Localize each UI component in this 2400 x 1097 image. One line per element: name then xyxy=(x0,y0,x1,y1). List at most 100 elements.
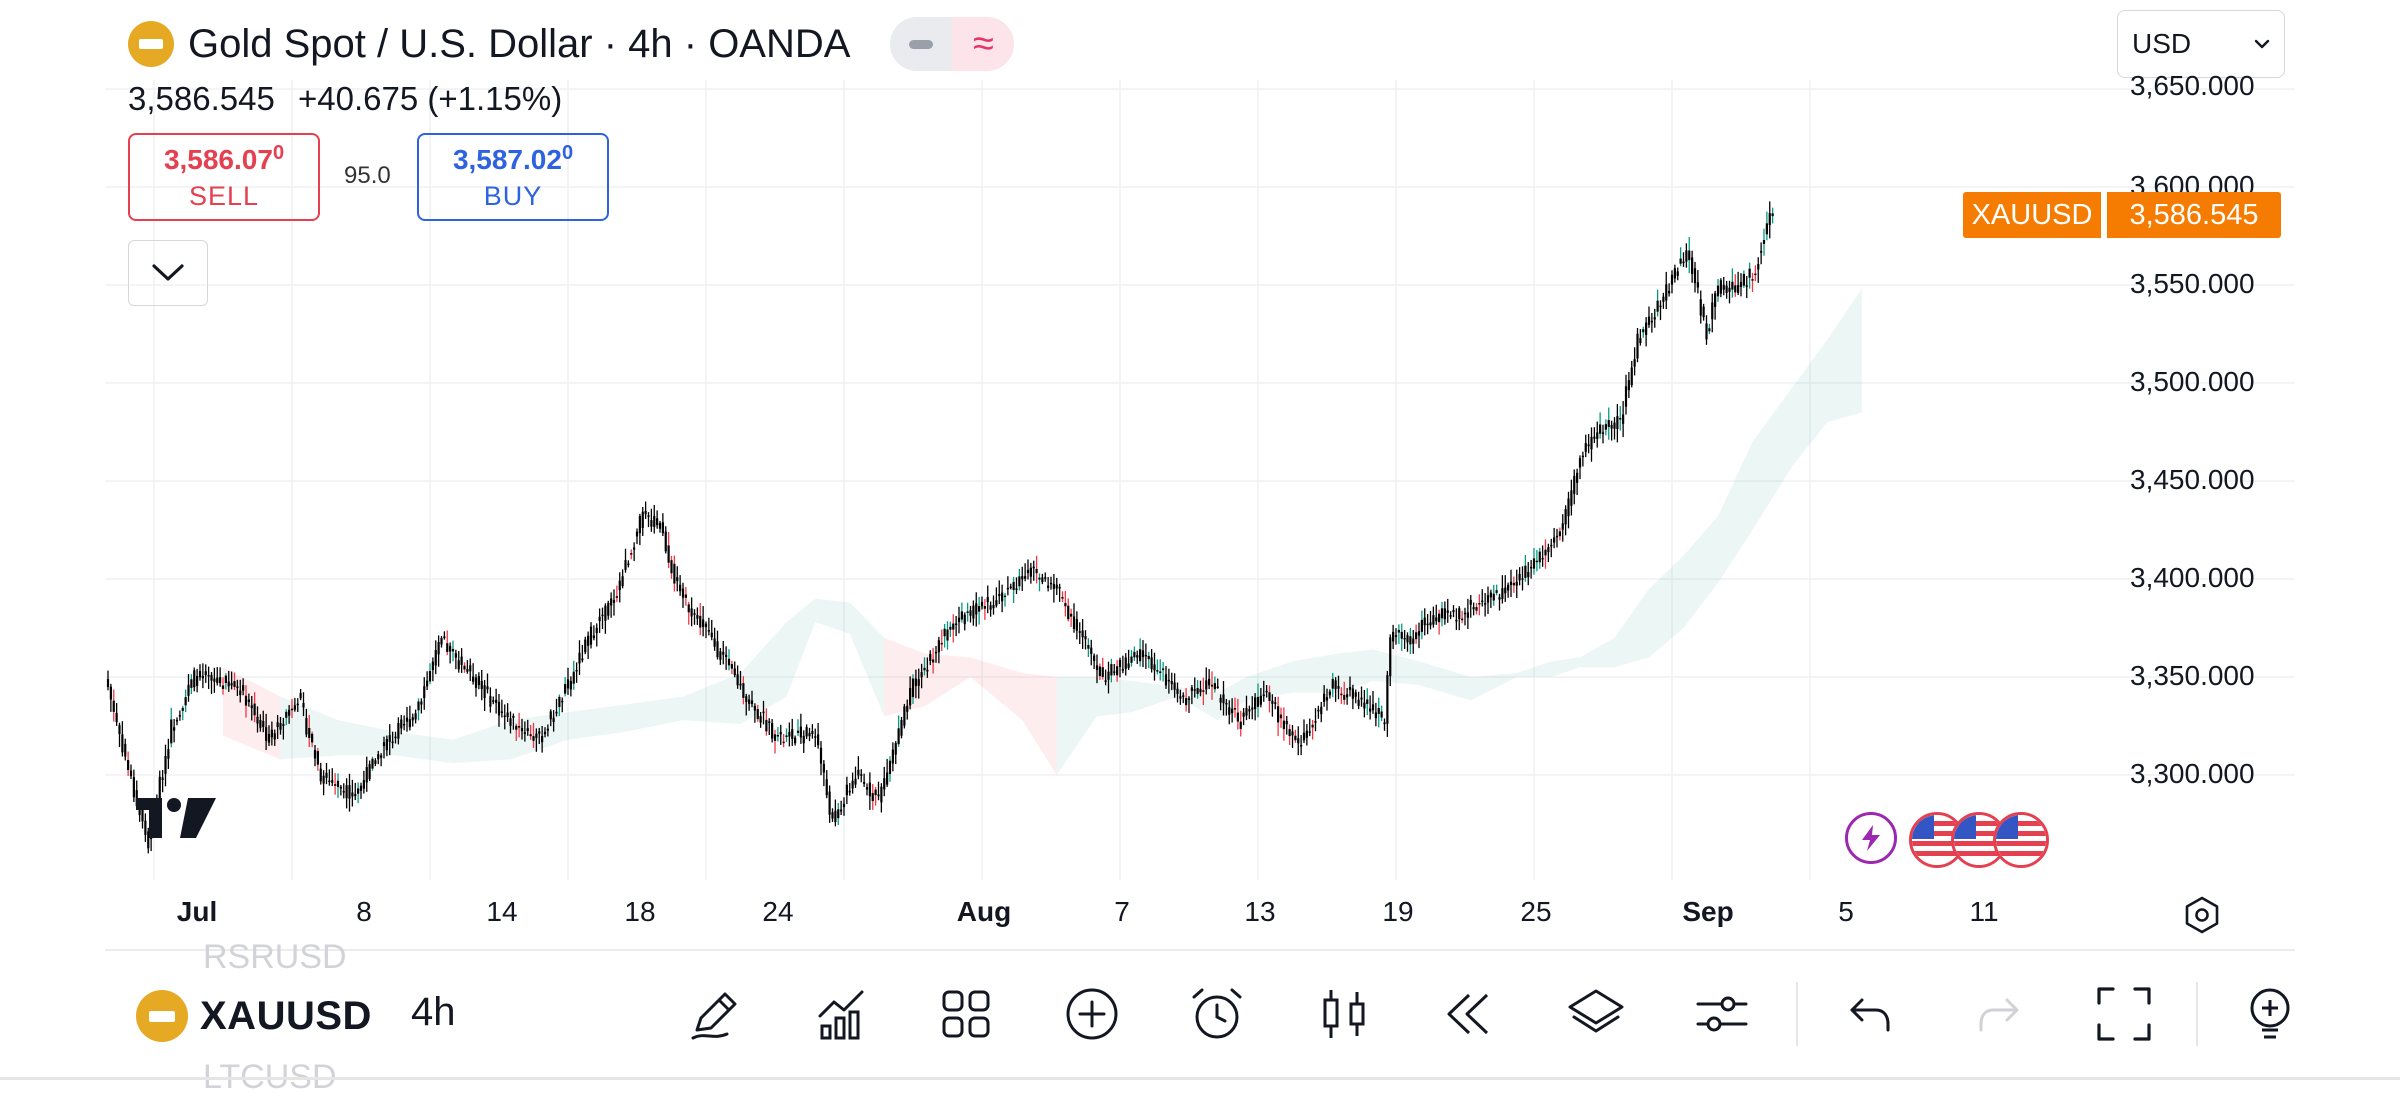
candle-body xyxy=(414,713,417,720)
candle-body xyxy=(1420,619,1423,632)
candle-body xyxy=(845,784,848,796)
buy-button[interactable]: 3,587.020 BUY xyxy=(417,133,609,221)
y-tick-label: 3,300.000 xyxy=(2130,758,2255,789)
candle-body xyxy=(1104,680,1107,682)
candle-body xyxy=(1504,587,1507,594)
collapse-button[interactable] xyxy=(128,240,208,306)
candle-body xyxy=(926,669,929,672)
tradingview-logo[interactable] xyxy=(136,796,216,845)
candle-body xyxy=(204,671,207,676)
candle-body xyxy=(808,732,811,737)
candle-body xyxy=(474,677,478,688)
cloud-segment xyxy=(1718,441,1753,583)
candle-body xyxy=(676,577,679,582)
candle-body xyxy=(1167,679,1170,682)
interval-selector[interactable]: 4h xyxy=(411,990,456,1034)
alert-button[interactable] xyxy=(1185,982,1249,1046)
candle-body xyxy=(405,717,409,722)
candle-body xyxy=(1159,671,1162,673)
candle-body xyxy=(771,723,774,739)
candle-body xyxy=(966,611,969,613)
candle-body xyxy=(874,789,877,796)
candle-body xyxy=(1699,299,1702,316)
layers-button[interactable] xyxy=(1564,982,1628,1046)
candle-body xyxy=(334,784,337,786)
candle-body xyxy=(578,652,581,664)
candle-body xyxy=(1653,317,1656,320)
candle-body xyxy=(397,722,400,739)
candle-body xyxy=(1415,632,1418,640)
candle-body xyxy=(618,580,621,591)
fullscreen-icon xyxy=(2097,987,2151,1041)
candle-body xyxy=(863,782,866,784)
indicators-button[interactable] xyxy=(810,982,874,1046)
candle-body xyxy=(1279,714,1283,719)
candle-body xyxy=(1682,261,1685,264)
symbol-selector[interactable]: XAUUSD xyxy=(136,990,372,1042)
candle-body xyxy=(745,696,748,703)
symbol-scroll-prev[interactable]: RSRUSD xyxy=(203,938,347,976)
sell-button[interactable]: 3,586.070 SELL xyxy=(128,133,320,221)
lightning-icon[interactable] xyxy=(1845,812,1897,864)
minus-icon[interactable] xyxy=(890,17,953,71)
candle-body xyxy=(1265,690,1268,693)
candle-body xyxy=(788,731,791,737)
more-tools-button[interactable] xyxy=(2240,982,2296,1046)
us-flag-icon[interactable] xyxy=(1993,812,2049,868)
candle-body xyxy=(463,665,466,670)
candle-body xyxy=(299,692,302,699)
candle-body xyxy=(819,747,823,764)
candle-body xyxy=(1670,274,1674,285)
candle-body xyxy=(408,719,411,728)
candle-body xyxy=(992,605,995,609)
candle-body xyxy=(794,737,797,744)
candle-body xyxy=(549,711,552,720)
candle-body xyxy=(132,777,135,798)
chart-type-button[interactable] xyxy=(1313,982,1377,1046)
candle-body xyxy=(1377,707,1380,714)
candle-body xyxy=(486,686,489,690)
candle-body xyxy=(543,731,547,735)
candle-body xyxy=(512,715,515,718)
draw-tool-button[interactable] xyxy=(683,982,747,1046)
settings-button[interactable] xyxy=(1690,982,1754,1046)
chart-title[interactable]: Gold Spot / U.S. Dollar · 4h · OANDA xyxy=(188,21,851,66)
axis-settings-icon[interactable] xyxy=(2182,895,2222,940)
price-chart[interactable] xyxy=(0,0,2400,950)
approx-icon[interactable]: ≈ xyxy=(952,17,1015,71)
candle-body xyxy=(526,728,529,732)
currency-select[interactable]: USD xyxy=(2117,10,2285,78)
candle-body xyxy=(112,700,115,712)
candle-body xyxy=(880,786,883,803)
candle-body xyxy=(1760,251,1763,253)
candle-body xyxy=(1038,577,1041,580)
candle-body xyxy=(1619,417,1622,420)
add-button[interactable] xyxy=(1060,982,1124,1046)
candle-body xyxy=(1742,273,1745,286)
candle-body xyxy=(1107,671,1110,680)
candle-body xyxy=(1406,635,1409,643)
sell-label: SELL xyxy=(188,181,260,211)
economic-events[interactable] xyxy=(1845,812,2049,868)
chart-display-toggle[interactable]: ≈ xyxy=(890,17,1015,71)
candle-body xyxy=(1251,707,1254,710)
candle-body xyxy=(322,775,325,784)
idea-icon xyxy=(2250,988,2290,1039)
y-tick-label: 3,350.000 xyxy=(2130,660,2255,691)
candle-body xyxy=(1570,490,1573,506)
replay-button[interactable] xyxy=(1437,982,1501,1046)
layout-button[interactable] xyxy=(934,982,998,1046)
candle-body xyxy=(903,706,906,726)
redo-button[interactable] xyxy=(1967,982,2031,1046)
candle-body xyxy=(857,769,860,776)
fullscreen-button[interactable] xyxy=(2092,982,2156,1046)
candle-body xyxy=(489,696,492,707)
candle-body xyxy=(914,678,917,687)
gold-coin-icon xyxy=(136,990,188,1042)
candle-body xyxy=(1340,693,1343,696)
candle-body xyxy=(1596,432,1599,439)
candle-body xyxy=(1271,700,1274,704)
undo-button[interactable] xyxy=(1838,982,1902,1046)
candle-body xyxy=(196,676,199,686)
candle-body xyxy=(541,735,544,743)
